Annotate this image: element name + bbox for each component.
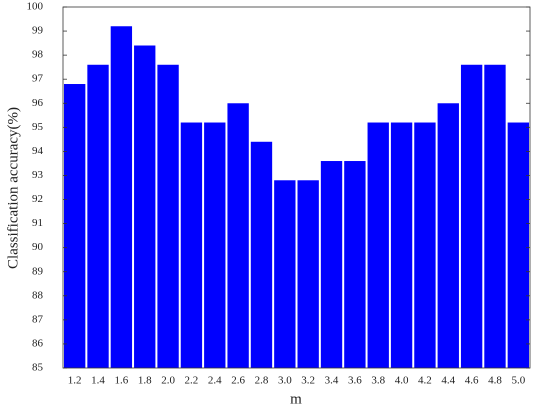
bar <box>414 122 436 369</box>
x-tick-label: 1.4 <box>91 375 105 387</box>
bar <box>274 180 296 368</box>
y-tick-label: 99 <box>32 25 44 37</box>
bar <box>64 84 86 368</box>
bar <box>227 103 249 369</box>
y-tick-label: 100 <box>27 1 44 13</box>
y-tick-label: 95 <box>32 121 44 133</box>
y-axis-title: Classification accuracy(%) <box>5 107 21 269</box>
plot-frame <box>62 6 531 369</box>
x-tick-label: 2.4 <box>208 375 222 387</box>
x-tick-label: 2.0 <box>161 375 175 387</box>
bar <box>320 161 343 368</box>
x-axis-title: m <box>290 391 302 407</box>
bar <box>250 141 273 368</box>
y-tick-label: 98 <box>32 49 44 61</box>
bar <box>180 122 203 369</box>
y-tick-label: 90 <box>32 241 44 253</box>
y-tick-label: 94 <box>32 145 44 157</box>
bar <box>204 122 226 369</box>
y-tick-label: 86 <box>32 337 44 349</box>
bar <box>87 64 109 368</box>
y-tick-label: 89 <box>32 265 44 277</box>
bar <box>134 45 156 369</box>
x-tick-label: 4.4 <box>441 375 455 387</box>
bar <box>460 64 483 368</box>
bar <box>437 103 459 369</box>
bar <box>390 122 413 369</box>
x-tick-label: 3.6 <box>348 375 362 387</box>
x-tick-label: 4.2 <box>418 375 432 387</box>
x-tick-label: 2.8 <box>255 375 269 387</box>
x-tick-label: 3.4 <box>325 375 339 387</box>
y-tick-label: 93 <box>32 169 44 181</box>
x-tick-label: 4.6 <box>465 375 479 387</box>
y-tick-label: 91 <box>32 217 43 229</box>
bar <box>367 122 389 369</box>
bar <box>297 180 319 368</box>
x-tick-label: 1.6 <box>115 375 129 387</box>
x-tick-label: 1.2 <box>68 375 82 387</box>
x-tick-label: 3.2 <box>301 375 315 387</box>
x-tick-label: 5.0 <box>511 375 525 387</box>
x-tick-label: 3.8 <box>371 375 385 387</box>
y-tick-label: 92 <box>32 193 43 205</box>
y-tick-label: 96 <box>32 97 44 109</box>
bar <box>344 161 366 368</box>
bar <box>110 26 133 369</box>
y-tick-label: 97 <box>32 73 44 85</box>
x-tick-label: 1.8 <box>138 375 152 387</box>
x-tick-label: 2.6 <box>231 375 245 387</box>
x-tick-label: 2.2 <box>185 375 199 387</box>
y-tick-label: 85 <box>32 362 44 374</box>
x-tick-label: 4.8 <box>488 375 502 387</box>
bar <box>484 64 506 368</box>
bar <box>157 64 179 368</box>
x-tick-label: 4.0 <box>395 375 409 387</box>
y-tick-label: 88 <box>32 289 44 301</box>
x-tick-label: 3.0 <box>278 375 292 387</box>
bar <box>507 122 529 369</box>
y-tick-label: 87 <box>32 313 44 325</box>
